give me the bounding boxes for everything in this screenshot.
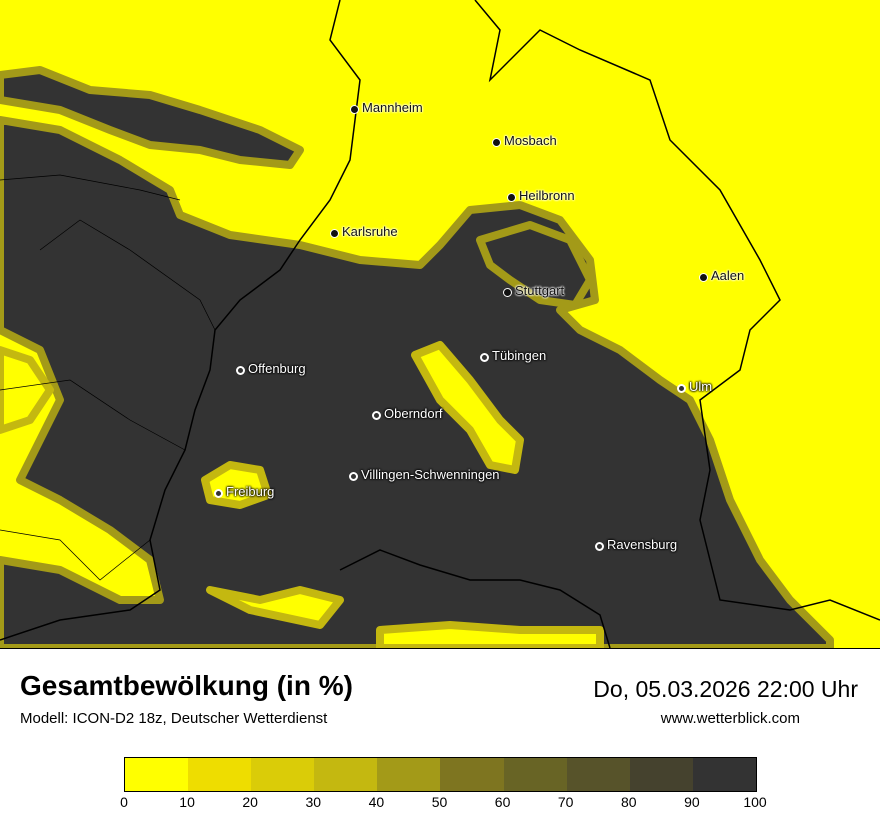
legend-swatch	[125, 758, 189, 791]
map-canvas	[0, 0, 880, 652]
city-dot-icon	[480, 353, 489, 362]
website-link[interactable]: www.wetterblick.com	[660, 710, 800, 727]
cloud-areas	[0, 66, 834, 652]
cloud-band-north	[0, 66, 304, 169]
city-label: Ulm	[689, 379, 713, 394]
model-info: Modell: ICON-D2 18z, Deutscher Wetterdie…	[20, 710, 328, 727]
cloud-main	[0, 116, 834, 652]
clear-patches	[0, 341, 604, 652]
city-label: Offenburg	[248, 361, 306, 376]
clear-south	[206, 586, 344, 629]
city-label: Tübingen	[492, 348, 547, 363]
city-label: Mosbach	[504, 133, 557, 148]
legend-swatch	[377, 758, 441, 791]
legend-tick-label: 20	[242, 794, 258, 810]
legend-swatch	[188, 758, 252, 791]
legend-tick-label: 100	[743, 794, 767, 810]
city-dot-icon	[372, 411, 381, 420]
legend-tick-label: 40	[368, 794, 385, 810]
legend-tick-label: 80	[621, 794, 637, 810]
legend-tick-label: 30	[305, 794, 322, 810]
city-label: Freiburg	[226, 484, 275, 499]
legend-swatch	[503, 758, 567, 791]
clear-bodensee	[376, 621, 604, 652]
legend-swatch	[629, 758, 693, 791]
legend-tick-label: 0	[120, 794, 128, 810]
legend-tick-label: 70	[557, 794, 574, 810]
legend-swatch	[566, 758, 630, 791]
clear-west	[0, 346, 54, 434]
legend-swatch	[692, 758, 756, 791]
legend-tick-label: 50	[431, 794, 448, 810]
city-dot-icon	[214, 489, 223, 498]
state-border-east	[474, 0, 880, 621]
country-border-south	[339, 549, 611, 649]
city-dot-icon	[677, 384, 686, 393]
city-dot-icon	[330, 229, 339, 238]
clear-tuebingen	[411, 341, 524, 474]
legend-tick-label: 10	[179, 794, 195, 810]
legend-swatch	[251, 758, 315, 791]
city-label: Villingen-Schwenningen	[361, 467, 500, 482]
legend-tick-label: 60	[494, 794, 511, 810]
legend-swatch	[440, 758, 504, 791]
city-dot-icon	[507, 193, 516, 202]
city-label: Aalen	[711, 268, 745, 283]
city-dot-icon	[503, 288, 512, 297]
map-title: Gesamtbewölkung (in %)	[20, 670, 353, 701]
city-dot-icon	[699, 273, 708, 282]
city-label: Heilbronn	[519, 188, 575, 203]
city-dot-icon	[350, 105, 359, 114]
city-label: Ravensburg	[607, 537, 678, 552]
legend-tick-label: 90	[684, 794, 700, 810]
district-borders	[0, 174, 216, 581]
city-label: Stuttgart	[515, 283, 565, 298]
city-dot-icon	[595, 542, 604, 551]
city-dot-icon	[349, 472, 358, 481]
city-label: Mannheim	[362, 100, 423, 115]
city-dot-icon	[492, 138, 501, 147]
legend-swatch	[314, 758, 378, 791]
color-legend	[124, 757, 757, 792]
legend-ticks: 0 10 20 30 40 50 60 70 80 90 100	[120, 794, 767, 814]
cloud-cover-map: Mannheim Mosbach Heilbronn Karlsruhe Aalen St…	[0, 0, 880, 652]
city-label: Oberndorf	[384, 406, 443, 421]
forecast-datetime: Do, 05.03.2026 22:00 Uhr	[593, 676, 858, 702]
city-dot-icon	[236, 366, 245, 375]
cloud-stuttgart	[476, 221, 594, 309]
city-label: Karlsruhe	[342, 224, 398, 239]
